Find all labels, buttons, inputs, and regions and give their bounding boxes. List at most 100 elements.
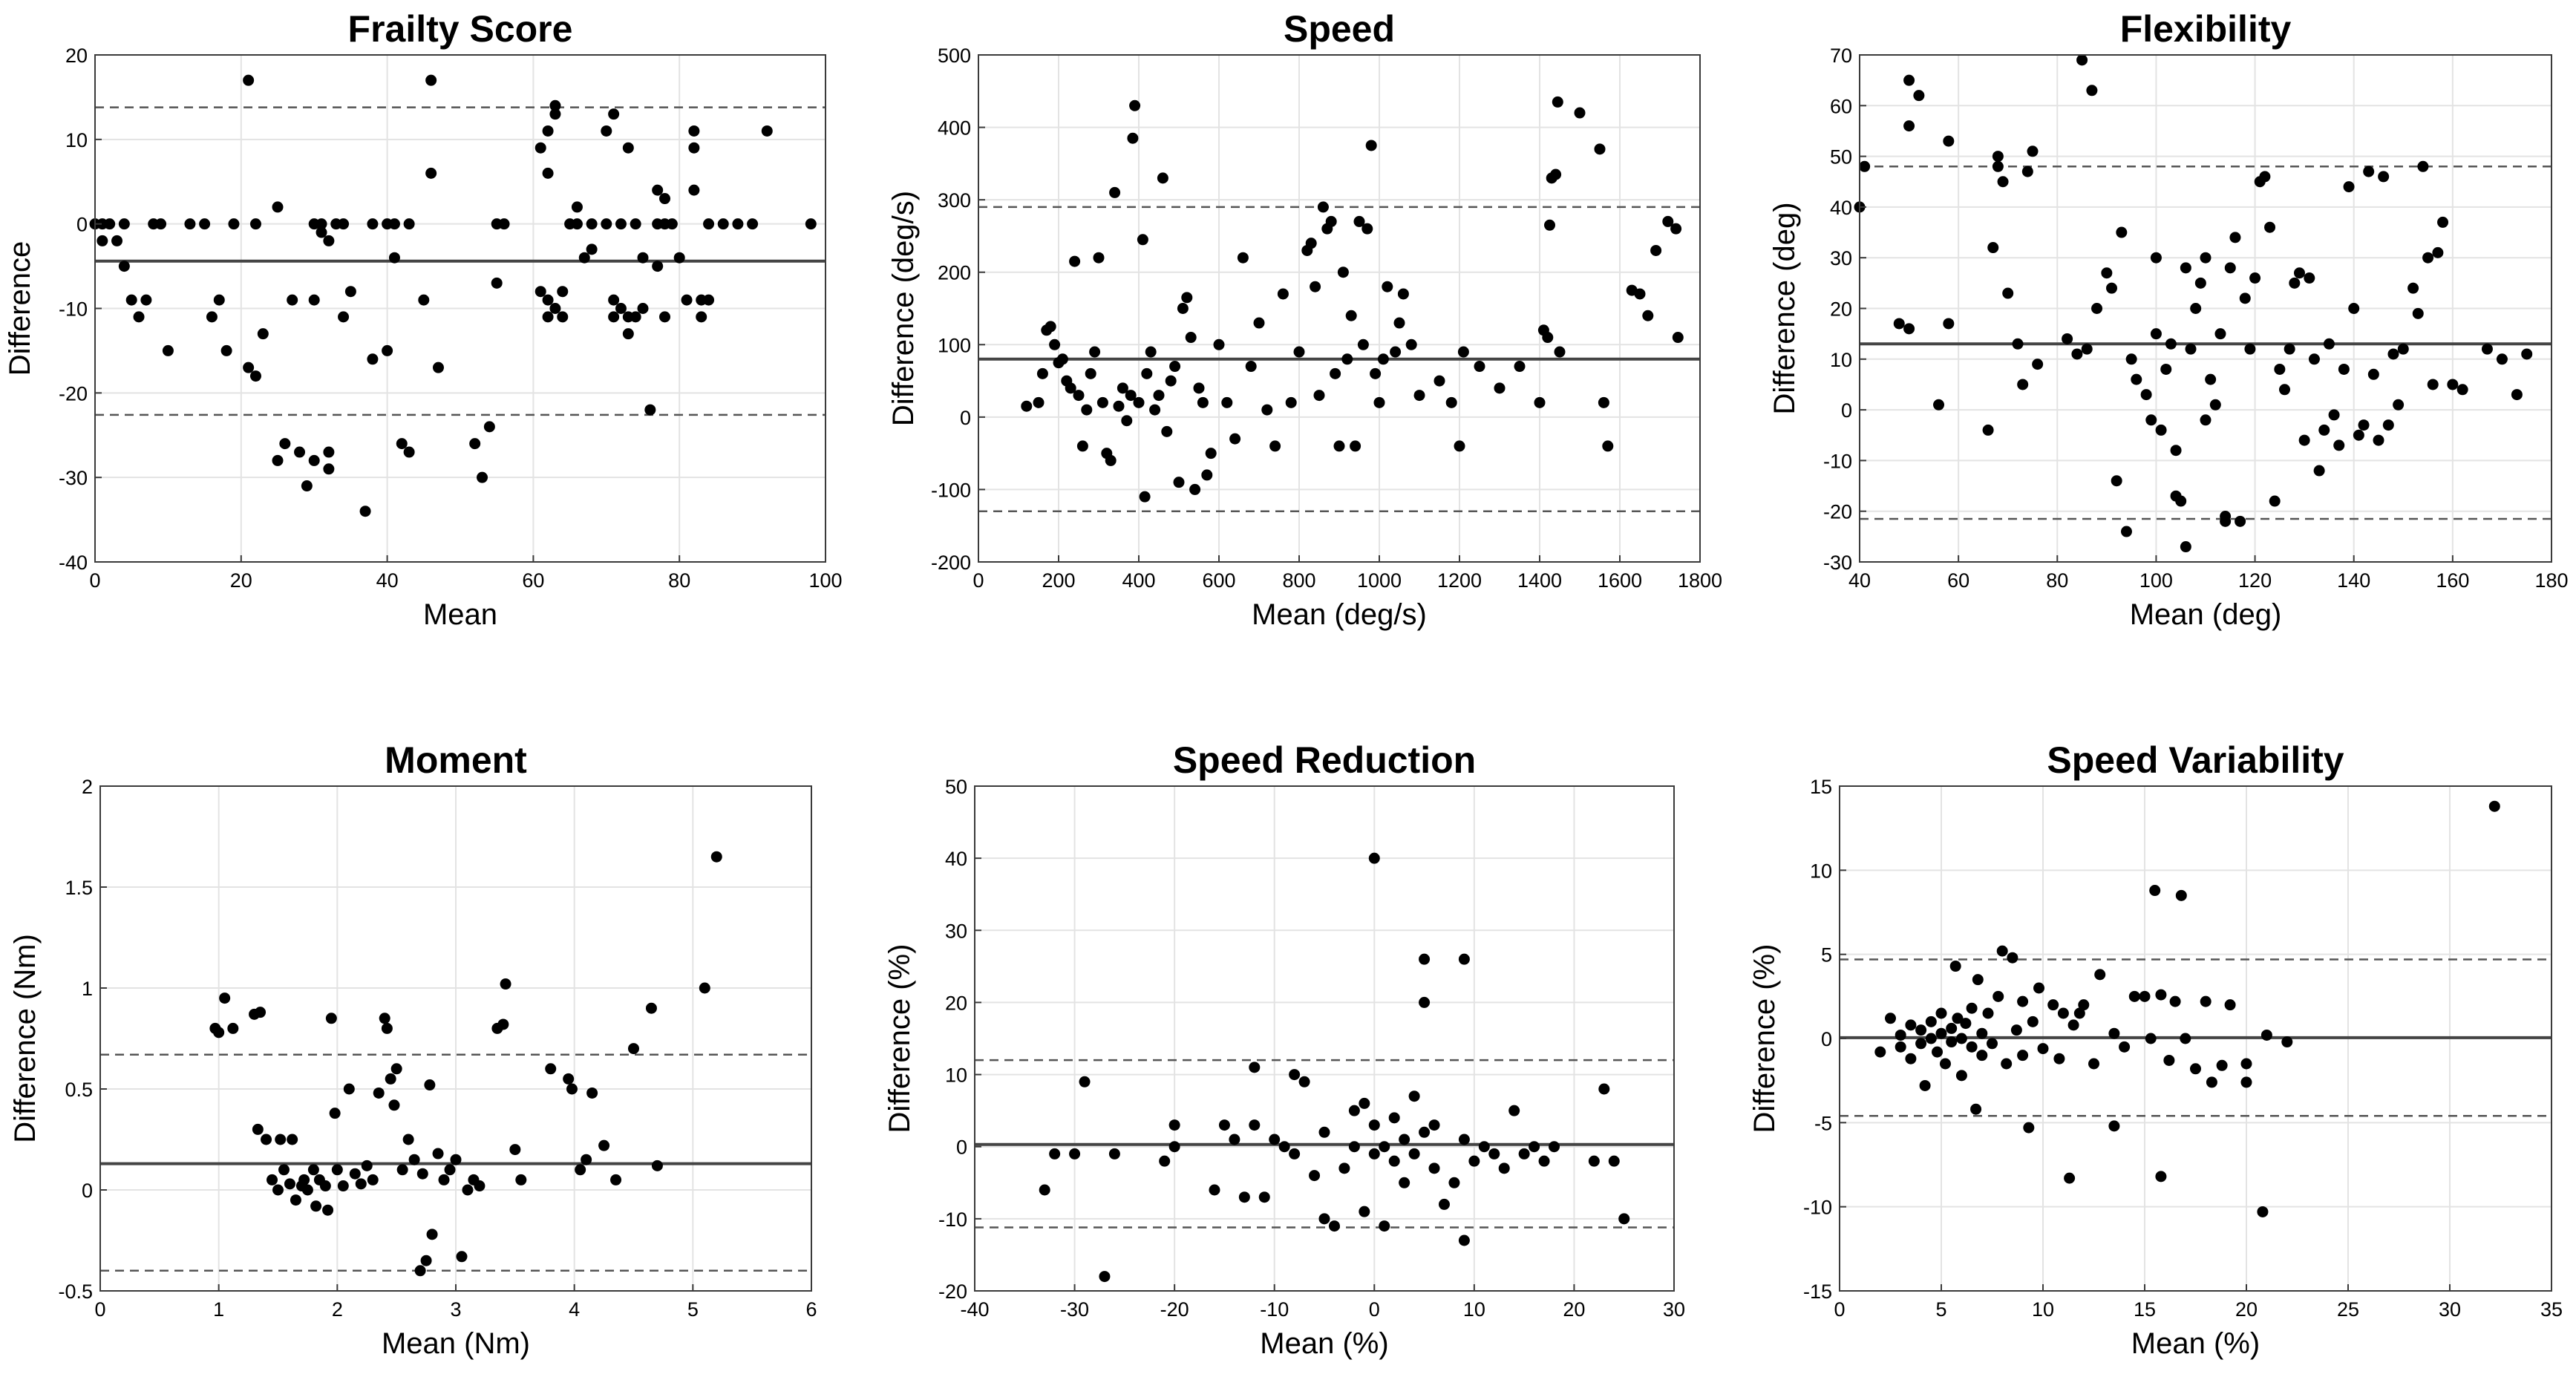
speed-variability-point [1935,1007,1947,1019]
speed-point [1277,288,1289,300]
flexibility-ylabel: Difference (deg) [1768,202,1801,414]
speed-reduction-point [1159,1155,1171,1167]
speed-variability-xtick-label: 35 [2540,1298,2563,1321]
frailty-score-point [338,311,350,323]
speed-variability-point [2073,1007,2085,1019]
speed-point [1201,469,1213,481]
speed-variability-point [1946,1022,1958,1034]
frailty-score-point [425,74,437,86]
frailty-score-point [549,99,561,111]
moment-point [252,1123,264,1135]
speed-variability-point [1874,1046,1886,1058]
moment-point [287,1134,298,1145]
moment-point [278,1164,290,1176]
frailty-score-point [732,218,744,230]
speed-point [1550,169,1562,180]
speed-reduction-point [1618,1213,1630,1225]
speed-point [1350,440,1361,452]
flexibility-ytick-label: 10 [1830,349,1852,371]
flexibility-point [2081,343,2093,355]
flexibility-point [2511,389,2523,401]
speed-point [1330,367,1341,379]
frailty-score-point [535,286,546,298]
speed-reduction-point [1269,1134,1281,1145]
speed-ylabel: Difference (deg/s) [887,191,920,426]
frailty-score-point [469,438,481,450]
moment-point [343,1083,355,1095]
speed-variability-point [2027,1015,2039,1027]
flexibility-point [1903,323,1915,335]
frailty-score-point [104,218,116,230]
flexibility-point [2373,434,2384,446]
moment-point [563,1073,575,1085]
frailty-score-point [279,438,291,450]
speed-reduction-point [1498,1162,1510,1174]
speed-reduction-point [1598,1083,1610,1095]
speed-reduction-ylabel: Difference (%) [883,944,916,1134]
flexibility-point [1933,399,1945,411]
moment-point [284,1178,295,1190]
speed-point [1393,317,1405,329]
speed-xtick-label: 0 [972,569,984,592]
speed-reduction-point [1168,1119,1180,1131]
speed-point [1544,219,1555,231]
speed-point [1125,390,1137,402]
speed-reduction-point [1529,1141,1540,1153]
flexibility-ytick-label: 20 [1830,298,1852,321]
flexibility-point [2071,348,2083,360]
speed-reduction-point [1309,1170,1321,1182]
flexibility-point [2259,171,2271,183]
flexibility-point [1903,120,1915,132]
moment-point [331,1164,343,1176]
moment-point [699,982,710,994]
speed-reduction-point [1168,1141,1180,1153]
flexibility-point [2131,373,2142,385]
moment-point [651,1160,663,1171]
moment-point [255,1007,267,1018]
frailty-score-point [301,480,313,492]
speed-xtick-label: 600 [1202,569,1235,592]
speed-variability-point [2064,1172,2076,1184]
frailty-score-point [557,286,569,298]
moment-ytick-label: -0.5 [58,1280,93,1303]
moment-ytick-label: 1 [82,978,93,1000]
moment-point [367,1174,379,1185]
moment-point [307,1164,319,1176]
frailty-score-ytick-label: -20 [59,382,88,405]
speed-reduction-point [1229,1134,1240,1145]
frailty-score-ytick-label: -30 [59,467,88,489]
flexibility-point [2200,252,2211,264]
speed-variability-point [1960,1018,1972,1030]
speed-variability-ylabel: Difference (%) [1748,944,1781,1134]
flexibility-point [2185,343,2197,355]
frailty-score-point [323,235,335,246]
frailty-score-point [688,184,700,196]
speed-reduction-ytick-label: 20 [945,992,967,1014]
frailty-score-point [477,471,488,483]
frailty-score-point [184,218,196,230]
speed-point [1313,390,1325,402]
flexibility-point [2427,379,2439,390]
speed-reduction-ytick-label: -10 [938,1208,967,1231]
frailty-score-xtick-label: 60 [522,569,544,592]
speed-reduction-point [1488,1148,1500,1160]
speed-reduction-point [1608,1155,1620,1167]
speed-point [1085,367,1096,379]
speed-point [1129,99,1141,111]
frailty-score-point [294,446,306,458]
frailty-score-point [367,218,379,230]
moment-xtick-label: 4 [569,1298,580,1321]
speed-point [1377,353,1389,365]
speed-point [1370,367,1382,379]
frailty-score-point [388,218,400,230]
flexibility-point [2062,333,2073,344]
speed-reduction-point [1258,1191,1270,1203]
frailty-score-point [549,108,561,120]
moment-point [566,1083,578,1095]
speed-reduction-point [1368,852,1380,864]
moment-point [390,1063,402,1075]
frailty-score-ytick-label: 20 [65,45,88,67]
speed-variability-ytick-label: 5 [1821,944,1832,966]
frailty-score-point [542,311,554,323]
speed-reduction-point [1359,1097,1370,1109]
